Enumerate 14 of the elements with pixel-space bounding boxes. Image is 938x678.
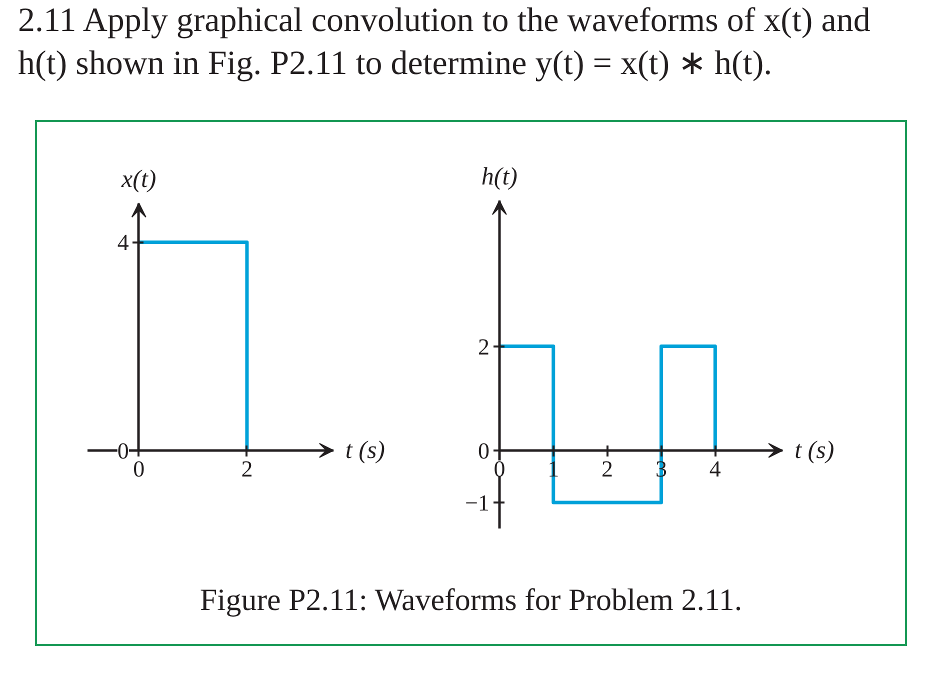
y-axis-title: h(t) bbox=[481, 163, 518, 190]
y-tick-label: 0 bbox=[478, 438, 490, 464]
caption: Figure P2.11: Waveforms for Problem 2.11. bbox=[200, 580, 742, 619]
x-tick-label: 0 bbox=[494, 456, 506, 482]
x-tick-label: 0 bbox=[133, 456, 145, 482]
y-tick-label: −1 bbox=[464, 490, 490, 516]
x-tick-label: 4 bbox=[709, 456, 722, 482]
x-tick-label: 2 bbox=[241, 456, 253, 482]
x-axis-title: t (s) bbox=[345, 436, 386, 464]
y-axis-title: x(t) bbox=[120, 166, 156, 193]
x-tick-label: 2 bbox=[602, 456, 614, 482]
text: 2.11 Apply graphical convolution to the waveforms of x(t) and h(t) shown in Fig. P2.11 to determine y(t) = x(t) ∗ h(t). bbox=[18, 1, 872, 84]
y-tick-label: 2 bbox=[478, 334, 490, 359]
x-axis-title: t (s) bbox=[794, 436, 834, 464]
